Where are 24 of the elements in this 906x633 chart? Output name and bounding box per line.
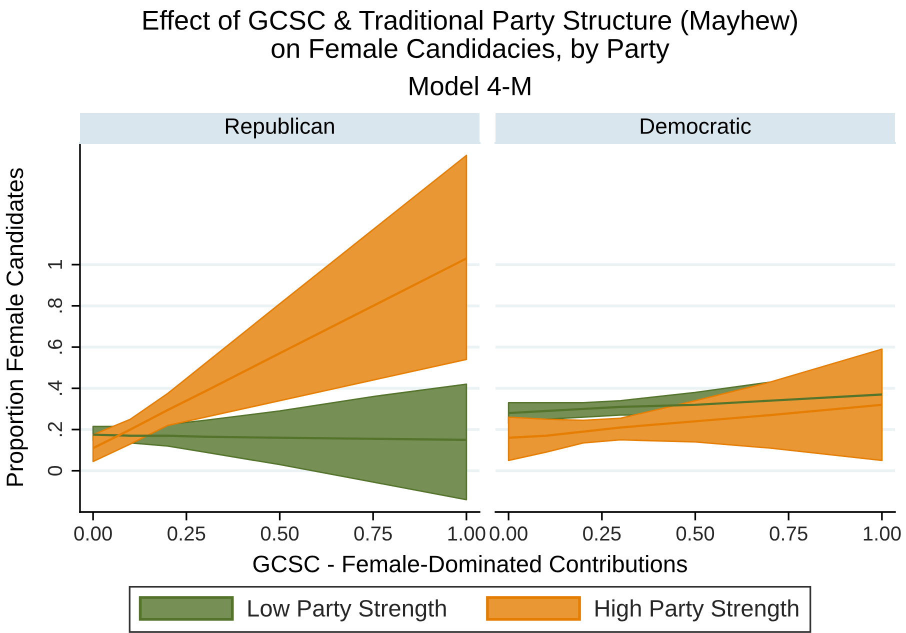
x-tick-label: 1.00 — [448, 526, 486, 541]
x-tick-label: 0.25 — [168, 526, 206, 541]
x-tick-label: 0.50 — [676, 526, 714, 541]
x-tick-label: 0.75 — [354, 526, 392, 541]
chart-title: Democratic — [640, 118, 751, 134]
text: Model 4-M — [410, 76, 530, 96]
text: Effect of GCSC & Traditional Party Structure (Mayhew) on Female Candidacies, by Party — [144, 10, 797, 64]
chart-title: Republican — [226, 118, 334, 138]
y-tick-label: .2 — [48, 422, 62, 436]
x-tick-label: 0.50 — [260, 526, 299, 541]
y-axis-title: Proportion Female Candidates — [6, 168, 28, 486]
y-tick-label: .4 — [48, 380, 62, 395]
x-tick-label: 0.00 — [490, 526, 528, 541]
y-tick-label: .8 — [48, 298, 62, 312]
x-tick-label: 0.75 — [770, 526, 808, 541]
x-tick-label: 0.00 — [74, 526, 112, 541]
x-tick-label: 0.25 — [583, 526, 621, 541]
legend-label: High Party Strength — [596, 599, 798, 622]
y-tick-label: 1 — [48, 260, 62, 269]
x-tick-label: 1.00 — [864, 526, 901, 541]
legend-label: Low Party Strength — [248, 599, 446, 622]
y-tick-label: .6 — [48, 340, 62, 354]
x-axis-title: GCSC - Female-Dominated Contributions — [253, 554, 687, 572]
y-tick-label: 0 — [48, 466, 62, 476]
